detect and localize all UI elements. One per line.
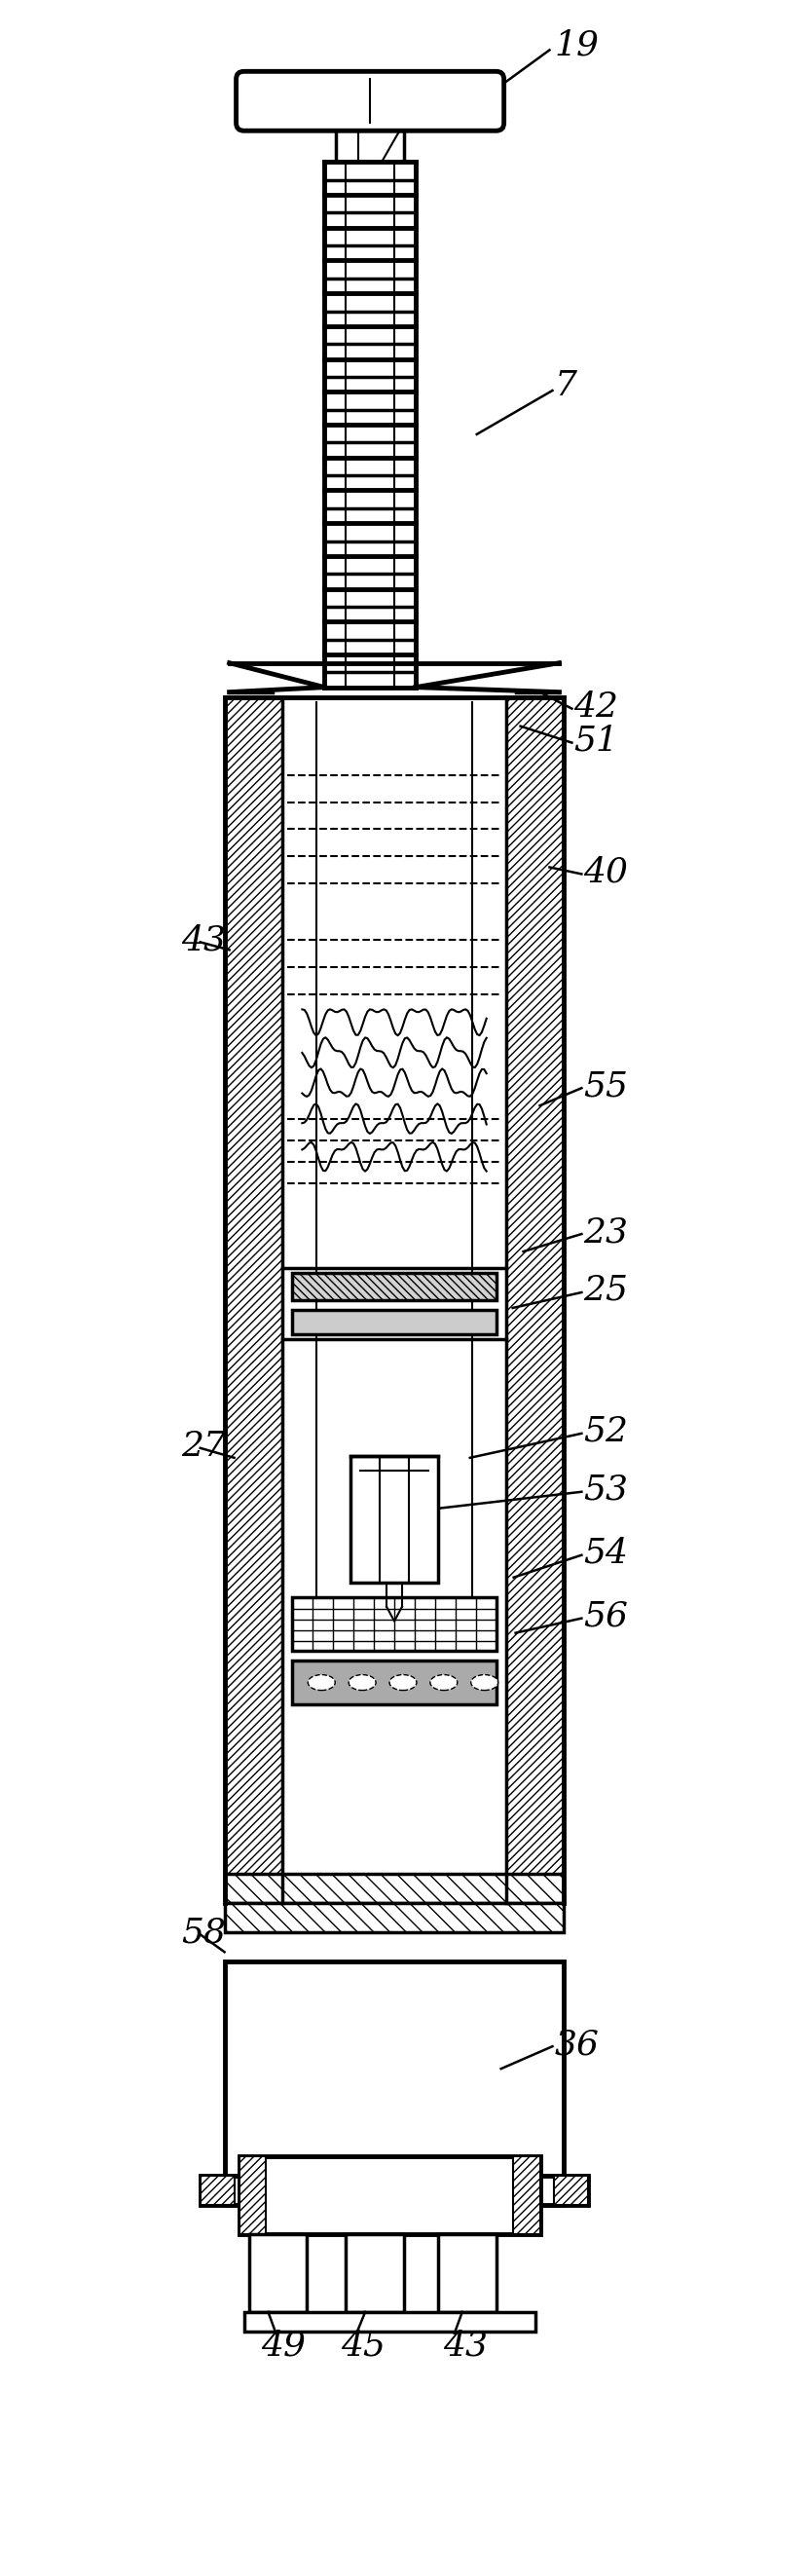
Bar [292, 1659, 496, 1703]
Ellipse shape [430, 1674, 457, 1690]
Bar [244, 2313, 535, 2331]
Text: 40: 40 [583, 855, 629, 889]
Text: 56: 56 [583, 1600, 629, 1633]
Bar [350, 1455, 438, 1582]
Bar [513, 2156, 540, 2233]
Bar [554, 2177, 588, 2205]
Bar [292, 1309, 496, 1334]
FancyBboxPatch shape [236, 72, 504, 131]
Bar [292, 1273, 496, 1301]
Text: 7: 7 [554, 368, 577, 402]
Text: 43: 43 [443, 2329, 488, 2362]
Text: 23: 23 [583, 1216, 629, 1249]
Bar [506, 698, 564, 1904]
Bar [201, 2177, 588, 2205]
Text: 45: 45 [341, 2329, 386, 2362]
Text: 36: 36 [554, 2027, 599, 2061]
Bar [201, 2177, 235, 2205]
Polygon shape [230, 662, 329, 693]
Text: 54: 54 [583, 1535, 629, 1569]
Bar [225, 1904, 564, 1932]
Text: 27: 27 [181, 1430, 226, 1463]
Bar [225, 1875, 564, 1904]
Text: 53: 53 [583, 1473, 629, 1507]
Bar [249, 2233, 307, 2313]
Text: 52: 52 [583, 1414, 629, 1448]
Bar [292, 1597, 496, 1651]
Polygon shape [411, 662, 559, 693]
Text: 58: 58 [181, 1917, 226, 1950]
Ellipse shape [308, 1674, 335, 1690]
Text: 43: 43 [181, 925, 226, 956]
Ellipse shape [349, 1674, 376, 1690]
Bar [345, 2233, 404, 2313]
Text: 25: 25 [583, 1275, 629, 1306]
Text: 51: 51 [574, 724, 619, 757]
Ellipse shape [389, 1674, 417, 1690]
Text: 19: 19 [554, 28, 599, 62]
Ellipse shape [471, 1674, 498, 1690]
Text: 49: 49 [261, 2329, 306, 2362]
Bar [225, 1963, 564, 2205]
Bar [438, 2233, 496, 2313]
Bar [239, 2156, 540, 2233]
Bar [225, 698, 282, 1904]
Text: 42: 42 [574, 690, 619, 724]
Text: 55: 55 [583, 1069, 629, 1103]
Bar [239, 2156, 266, 2233]
